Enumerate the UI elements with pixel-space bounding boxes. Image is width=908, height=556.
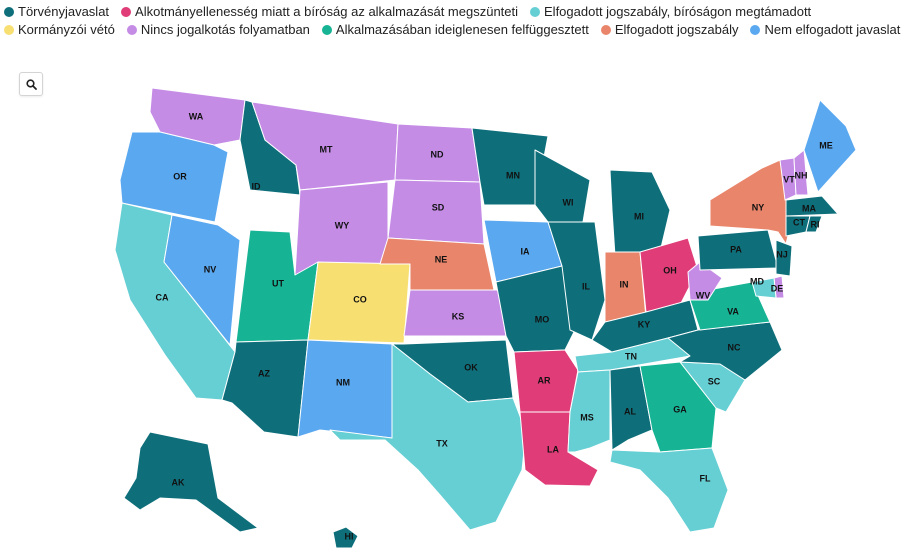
state-nv[interactable] — [163, 214, 241, 346]
legend-swatch — [750, 24, 761, 35]
state-in[interactable] — [604, 251, 647, 323]
zoom-button[interactable] — [19, 72, 43, 96]
legend-item-elfogadott[interactable]: Elfogadott jogszabály — [600, 21, 739, 38]
legend-item-torvenyjavaslat[interactable]: Törvényjavaslat — [4, 3, 109, 20]
state-ks[interactable] — [403, 289, 507, 337]
state-ri[interactable] — [805, 215, 823, 233]
state-nj[interactable] — [775, 239, 793, 277]
legend-item-folyamatban[interactable]: Nincs jogalkotás folyamatban — [126, 21, 310, 38]
state-hi[interactable] — [332, 526, 359, 549]
state-co[interactable] — [307, 261, 411, 344]
legend-label: Nincs jogalkotás folyamatban — [140, 22, 310, 37]
state-sd[interactable] — [387, 179, 485, 245]
legend-label: Nem elfogadott javaslat — [764, 22, 901, 37]
legend-item-biro_megtamadott[interactable]: Elfogadott jogszabály, bíróságon megtáma… — [530, 3, 811, 20]
state-ak[interactable] — [123, 431, 259, 533]
legend-swatch — [4, 6, 14, 17]
legend-swatch — [530, 6, 541, 17]
state-az[interactable] — [221, 339, 309, 438]
state-mn[interactable] — [471, 127, 549, 206]
legend-label: Elfogadott jogszabály, bíróságon megtáma… — [544, 4, 812, 19]
legend-item-felfuggesztett[interactable]: Alkalmazásában ideiglenesen felfüggeszte… — [321, 21, 589, 38]
state-al[interactable] — [609, 365, 653, 451]
legend-label: Elfogadott jogszabály — [614, 22, 739, 37]
state-nd[interactable] — [394, 123, 481, 183]
legend-label: Alkotmányellenesség miatt a bíróság az a… — [135, 4, 519, 19]
state-ma[interactable] — [785, 195, 839, 217]
search-icon — [25, 78, 37, 90]
legend-label: Kormányzói vétó — [18, 22, 115, 37]
legend-swatch — [600, 24, 611, 35]
state-fl[interactable] — [609, 447, 729, 533]
state-ar[interactable] — [513, 349, 579, 413]
state-or[interactable] — [119, 131, 229, 223]
legend-swatch — [321, 24, 332, 35]
legend-swatch — [4, 24, 14, 35]
legend-swatch — [121, 6, 132, 17]
legend-item-veto[interactable]: Kormányzói vétó — [4, 21, 115, 38]
legend-item-nem_elfogadott[interactable]: Nem elfogadott javaslat — [750, 21, 900, 38]
state-me[interactable] — [803, 99, 857, 193]
state-mi[interactable] — [609, 169, 671, 257]
legend: Törvényjavaslat Alkotmányellenesség miatt… — [4, 3, 904, 38]
state-md[interactable] — [751, 277, 777, 299]
state-nh[interactable] — [793, 149, 809, 196]
state-wv[interactable] — [687, 261, 723, 301]
state-ct[interactable] — [785, 215, 811, 237]
legend-label: Alkalmazásában ideiglenesen felfüggeszte… — [335, 22, 589, 37]
legend-swatch — [126, 24, 137, 35]
state-nm[interactable] — [297, 339, 393, 439]
state-tx[interactable] — [329, 343, 527, 531]
legend-label: Törvényjavaslat — [18, 4, 110, 19]
legend-item-alkotmanyellenes[interactable]: Alkotmányellenesség miatt a bíróság az a… — [121, 3, 518, 20]
state-ms[interactable] — [567, 369, 611, 453]
state-pa[interactable] — [697, 229, 779, 271]
